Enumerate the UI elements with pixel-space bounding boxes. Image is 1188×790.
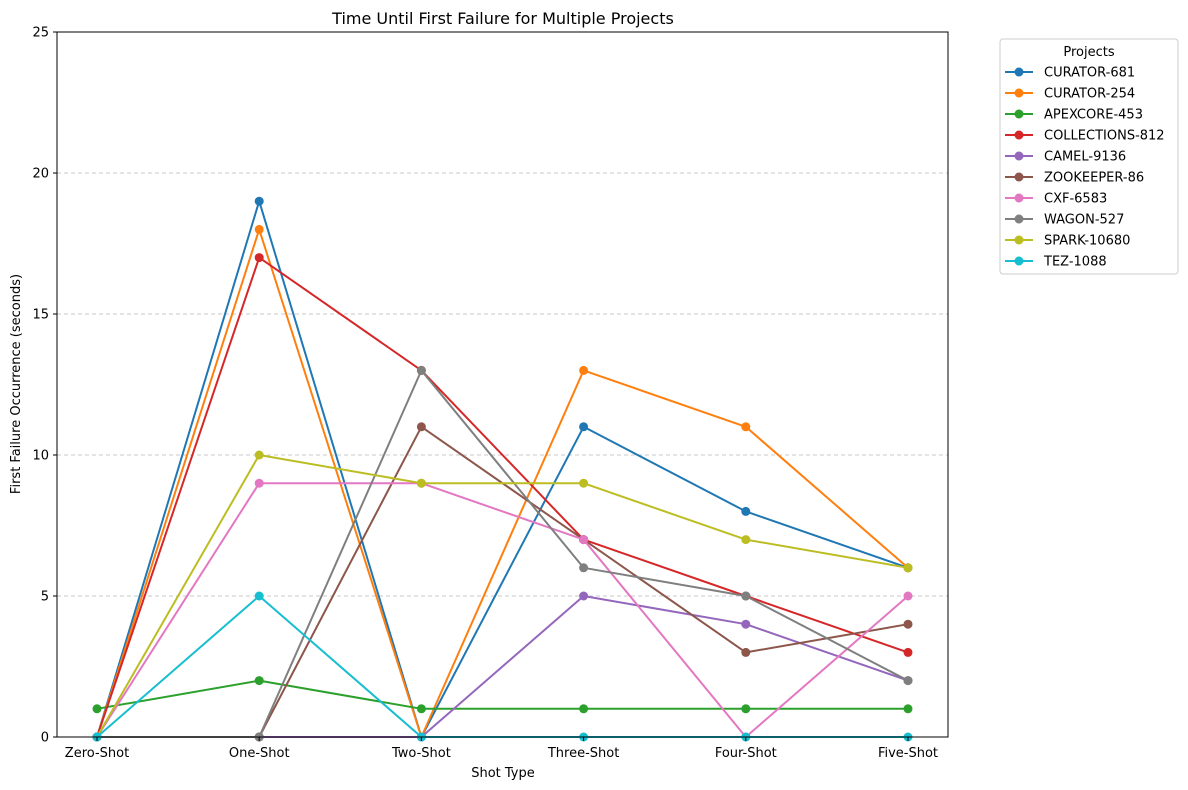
x-axis-label: Shot Type bbox=[471, 766, 535, 781]
data-point bbox=[579, 591, 589, 601]
legend-label: CURATOR-254 bbox=[1044, 87, 1135, 102]
data-point bbox=[903, 619, 913, 629]
legend-label: COLLECTIONS-812 bbox=[1044, 129, 1165, 144]
data-point bbox=[579, 704, 589, 714]
legend-swatch-marker bbox=[1014, 214, 1024, 224]
series-camel-9136 bbox=[92, 591, 913, 742]
legend-entry: COLLECTIONS-812 bbox=[1005, 129, 1165, 144]
data-point bbox=[579, 422, 589, 432]
grid-lines bbox=[57, 172, 948, 597]
x-tick-label: Two-Shot bbox=[391, 746, 451, 761]
series-line bbox=[96, 200, 909, 738]
y-tick-label: 15 bbox=[32, 308, 49, 323]
series-line bbox=[96, 482, 909, 738]
data-point bbox=[579, 563, 589, 573]
legend-label: SPARK-10680 bbox=[1044, 234, 1130, 249]
series-line bbox=[96, 228, 909, 738]
legend-label: ZOOKEEPER-86 bbox=[1044, 171, 1144, 186]
data-point bbox=[741, 535, 751, 545]
y-axis-ticks: 0 5 10 15 20 25 bbox=[32, 26, 57, 746]
x-tick-label: Three-Shot bbox=[547, 746, 619, 761]
data-point bbox=[741, 506, 751, 516]
data-point bbox=[903, 591, 913, 601]
legend-swatch-marker bbox=[1014, 193, 1024, 203]
x-tick-label: Four-Shot bbox=[715, 746, 777, 761]
x-tick-label: Five-Shot bbox=[878, 746, 938, 761]
data-point bbox=[254, 478, 264, 488]
series-layer bbox=[92, 196, 913, 742]
data-point bbox=[741, 591, 751, 601]
legend: Projects CURATOR-681 CURATOR-254 APEXCORE-… bbox=[999, 38, 1179, 275]
legend-swatch-marker bbox=[1014, 67, 1024, 77]
y-axis-label: First Failure Occurrence (seconds) bbox=[9, 274, 24, 494]
data-point bbox=[741, 647, 751, 657]
data-point bbox=[741, 619, 751, 629]
y-tick-label: 25 bbox=[32, 26, 49, 41]
data-point bbox=[254, 224, 264, 234]
data-point bbox=[254, 253, 264, 263]
legend-swatch-marker bbox=[1014, 235, 1024, 245]
plot-area-frame bbox=[56, 31, 949, 738]
data-point bbox=[254, 196, 264, 206]
legend-swatch-marker bbox=[1014, 172, 1024, 182]
data-point bbox=[903, 563, 913, 573]
data-point bbox=[903, 647, 913, 657]
legend-swatch-marker bbox=[1014, 88, 1024, 98]
legend-entry: CXF-6583 bbox=[1005, 192, 1107, 207]
data-point bbox=[579, 535, 589, 545]
data-point bbox=[416, 422, 426, 432]
data-point bbox=[254, 450, 264, 460]
legend-entry: SPARK-10680 bbox=[1005, 234, 1130, 249]
legend-label: WAGON-527 bbox=[1044, 213, 1124, 228]
data-point bbox=[92, 704, 102, 714]
legend-swatch-marker bbox=[1014, 256, 1024, 266]
legend-entry: CAMEL-9136 bbox=[1005, 150, 1126, 165]
legend-label: CURATOR-681 bbox=[1044, 66, 1135, 81]
y-tick-label: 20 bbox=[32, 167, 49, 182]
legend-entry: CURATOR-254 bbox=[1005, 87, 1135, 102]
data-point bbox=[903, 676, 913, 686]
series-line bbox=[96, 256, 909, 738]
legend-swatch-marker bbox=[1014, 151, 1024, 161]
data-point bbox=[579, 478, 589, 488]
data-point bbox=[903, 704, 913, 714]
data-point bbox=[579, 365, 589, 375]
series-collections-812 bbox=[92, 253, 913, 742]
legend-entry: ZOOKEEPER-86 bbox=[1005, 171, 1144, 186]
legend-title: Projects bbox=[1063, 45, 1114, 60]
series-apexcore-453 bbox=[92, 676, 913, 714]
legend-entry: WAGON-527 bbox=[1005, 213, 1124, 228]
data-point bbox=[254, 676, 264, 686]
data-point bbox=[741, 422, 751, 432]
x-tick-label: Zero-Shot bbox=[65, 746, 129, 761]
data-point bbox=[416, 365, 426, 375]
legend-label: TEZ-1088 bbox=[1043, 255, 1107, 270]
legend-swatch-marker bbox=[1014, 109, 1024, 119]
legend-entry: CURATOR-681 bbox=[1005, 66, 1135, 81]
y-tick-label: 5 bbox=[41, 590, 49, 605]
series-line bbox=[96, 679, 908, 710]
legend-entry: TEZ-1088 bbox=[1005, 255, 1107, 270]
data-point bbox=[416, 704, 426, 714]
legend-swatch-marker bbox=[1014, 130, 1024, 140]
series-line bbox=[96, 454, 909, 738]
x-axis-ticks: Zero-Shot One-Shot Two-Shot Three-Shot Four-… bbox=[65, 737, 938, 761]
legend-entry: APEXCORE-453 bbox=[1005, 108, 1143, 123]
legend-label: CAMEL-9136 bbox=[1044, 150, 1126, 165]
legend-label: CXF-6583 bbox=[1044, 192, 1107, 207]
x-tick-label: One-Shot bbox=[229, 746, 290, 761]
legend-frame bbox=[999, 38, 1179, 275]
legend-label: APEXCORE-453 bbox=[1044, 108, 1143, 123]
chart-title: Time Until First Failure for Multiple Pr… bbox=[331, 9, 674, 28]
y-tick-label: 10 bbox=[32, 449, 49, 464]
data-point bbox=[416, 478, 426, 488]
y-tick-label: 0 bbox=[41, 731, 49, 746]
series-cxf-6583 bbox=[92, 478, 913, 742]
data-point bbox=[254, 591, 264, 601]
data-point bbox=[741, 704, 751, 714]
